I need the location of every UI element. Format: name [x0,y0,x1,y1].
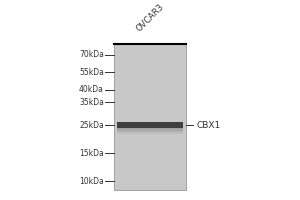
Bar [117,131,183,132]
Bar [117,132,183,134]
Text: 10kDa: 10kDa [79,177,104,186]
Text: 70kDa: 70kDa [79,50,104,59]
Text: 55kDa: 55kDa [79,68,104,77]
Text: OVCAR3: OVCAR3 [134,3,166,34]
Text: 40kDa: 40kDa [79,85,104,94]
Bar [117,129,183,131]
Bar [117,128,183,129]
Text: CBX1: CBX1 [196,121,220,130]
Text: 15kDa: 15kDa [79,149,104,158]
Bar [117,134,183,135]
Text: 35kDa: 35kDa [79,98,104,107]
Bar [117,122,183,128]
Text: 25kDa: 25kDa [79,121,104,130]
Bar [114,44,186,190]
